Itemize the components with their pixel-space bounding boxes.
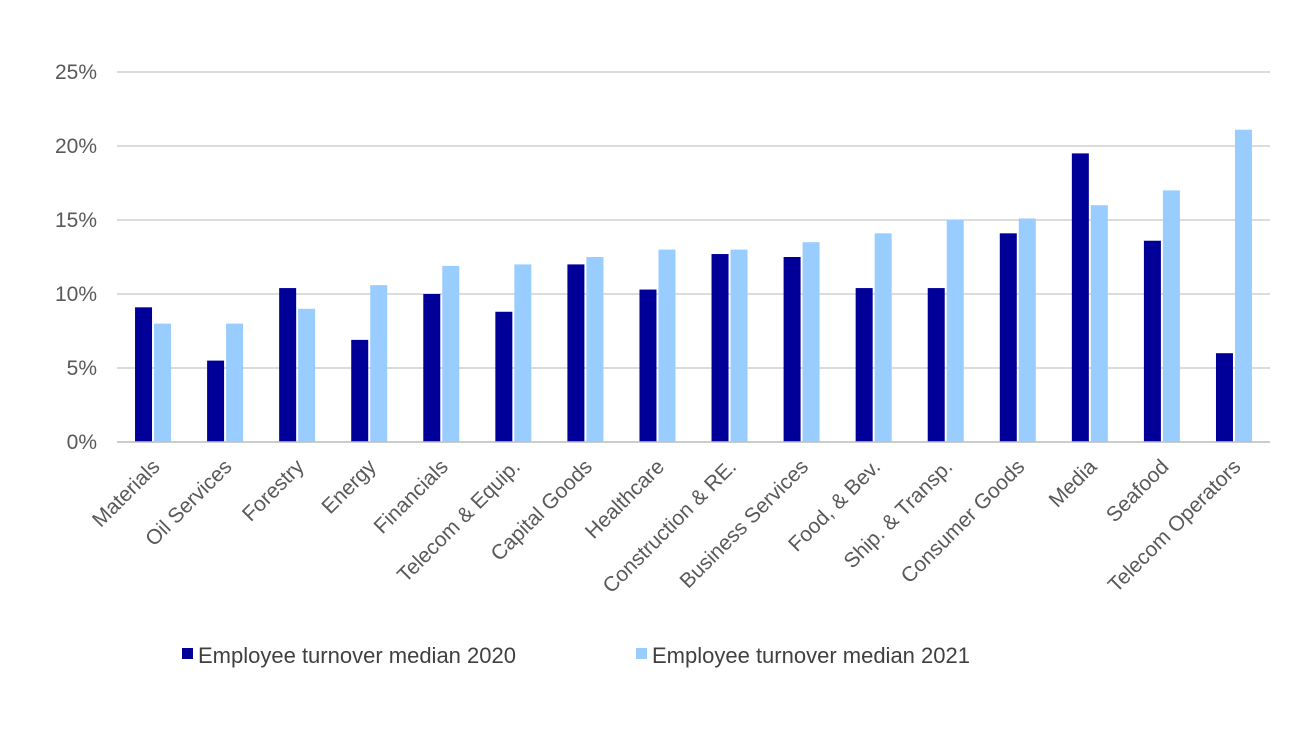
bar-2020 — [495, 311, 513, 442]
legend-swatch — [636, 648, 647, 659]
bar-2020 — [711, 254, 729, 442]
x-category-label: Telecom & Equip. — [393, 455, 525, 587]
x-category-label: Materials — [88, 455, 165, 532]
x-category-label: Forestry — [238, 455, 309, 526]
bar-2021 — [1018, 218, 1036, 442]
bar-2021 — [226, 323, 244, 442]
bar-2021 — [154, 323, 172, 442]
x-category-label: Seafood — [1102, 455, 1174, 527]
y-tick-label: 5% — [67, 357, 97, 380]
bar-2021 — [874, 233, 892, 442]
bar-2020 — [279, 288, 297, 442]
bars — [135, 129, 1252, 442]
bar-2021 — [1090, 205, 1108, 442]
y-tick-label: 10% — [55, 283, 97, 306]
bar-2021 — [658, 249, 676, 442]
y-tick-label: 25% — [55, 61, 97, 84]
y-tick-label: 0% — [67, 431, 97, 454]
legend-swatch — [182, 648, 193, 659]
x-category-label: Consumer Goods — [897, 455, 1030, 588]
x-category-label: Media — [1045, 455, 1102, 512]
bar-2021 — [730, 249, 748, 442]
bar-2020 — [1071, 153, 1089, 442]
bar-2021 — [514, 264, 532, 442]
legend-label: Employee turnover median 2021 — [652, 643, 970, 668]
bar-2021 — [946, 220, 964, 442]
y-tick-label: 20% — [55, 135, 97, 158]
bar-2020 — [1215, 353, 1233, 442]
x-category-label: Telecom Operators — [1104, 455, 1246, 597]
y-tick-label: 15% — [55, 209, 97, 232]
x-category-label: Energy — [317, 455, 381, 519]
bar-2020 — [135, 307, 153, 442]
legend: Employee turnover median 2020 Employee tu… — [182, 643, 970, 668]
bar-2020 — [639, 289, 657, 442]
bar-2020 — [207, 360, 225, 442]
bar-2021 — [802, 242, 820, 442]
bar-2020 — [855, 288, 873, 442]
bar-2021 — [298, 308, 316, 442]
bar-2021 — [586, 257, 604, 442]
bar-2021 — [1162, 190, 1180, 442]
bar-2020 — [927, 288, 945, 442]
x-category-label: Construction & RE. — [599, 455, 742, 598]
bar-2020 — [999, 233, 1017, 442]
bar-2020 — [567, 264, 585, 442]
bar-2021 — [1234, 129, 1252, 442]
bar-2020 — [1143, 240, 1161, 442]
y-axis-ticks: 0% 5% 10% 15% 20% 25% — [55, 61, 97, 454]
bar-2021 — [370, 285, 388, 442]
bar-2021 — [442, 265, 460, 442]
bar-2020 — [423, 294, 441, 442]
legend-label: Employee turnover median 2020 — [198, 643, 516, 668]
bar-2020 — [351, 339, 369, 442]
bar-2020 — [783, 257, 801, 442]
x-category-label: Business Services — [676, 455, 814, 593]
